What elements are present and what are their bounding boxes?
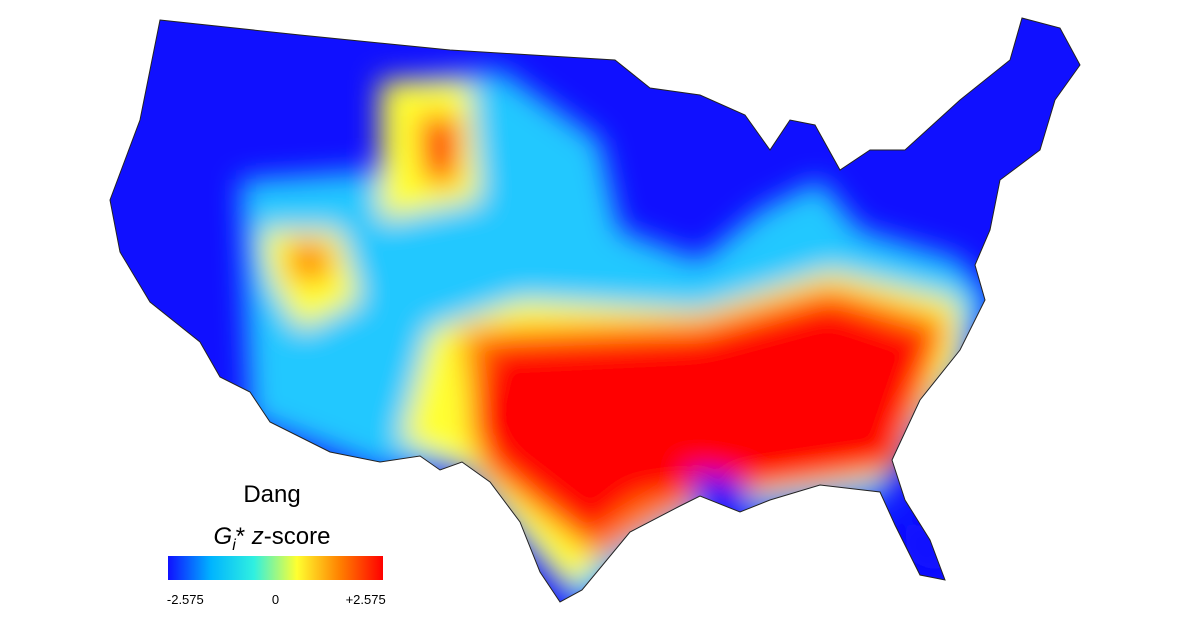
us-outline xyxy=(109,17,1081,603)
legend-tick-label: 0 xyxy=(272,592,279,607)
subtitle-part: -score xyxy=(264,523,331,550)
legend-subtitle: Gi* z-score xyxy=(214,523,331,554)
legend-tick-label: +2.575 xyxy=(346,592,386,607)
legend-tick-label: -2.575 xyxy=(167,592,204,607)
color-bar xyxy=(168,556,383,580)
legend-title: Dang xyxy=(243,481,300,508)
subtitle-part: i xyxy=(232,537,236,554)
subtitle-part: G xyxy=(214,523,233,550)
subtitle-part: * xyxy=(236,523,245,550)
subtitle-part: z xyxy=(251,523,264,550)
